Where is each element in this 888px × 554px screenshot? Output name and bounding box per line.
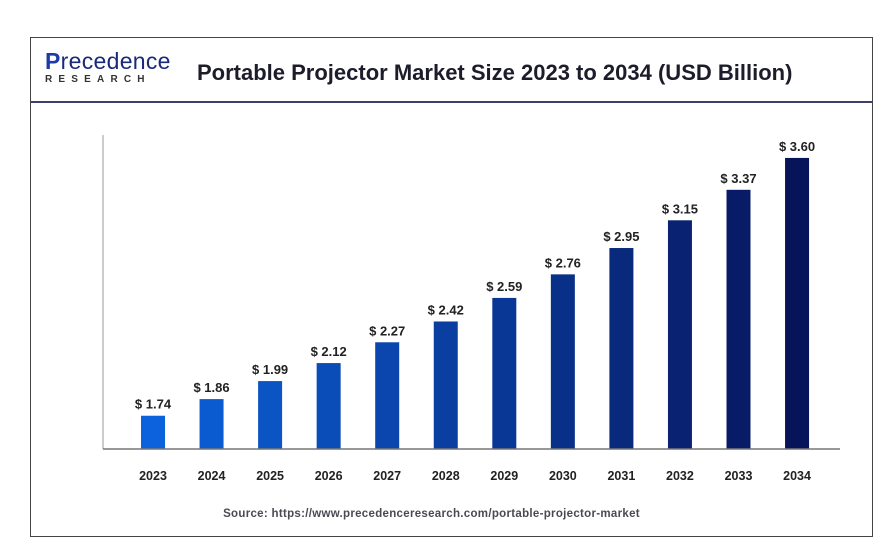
bar-2025 [258,381,283,449]
logo-sub-text: RESEARCH [45,74,151,85]
bar-2023 [141,415,165,449]
data-label-2032: $ 3.15 [662,201,698,216]
x-tick-label-2029: 2029 [490,469,518,483]
bar-2030 [550,274,575,449]
x-tick-label-2032: 2032 [666,469,694,483]
logo-initial: P [45,48,61,74]
logo-main-text: recedence [60,48,171,74]
data-label-2025: $ 1.99 [252,362,288,377]
x-tick-label-2030: 2030 [549,469,577,483]
bar-2033 [726,189,751,449]
data-label-2024: $ 1.86 [193,380,229,395]
chart-title: Portable Projector Market Size 2023 to 2… [197,60,793,85]
data-label-2031: $ 2.95 [603,229,639,244]
bar-2031 [609,248,634,449]
x-tick-label-2034: 2034 [783,469,811,483]
data-label-2026: $ 2.12 [311,344,347,359]
x-tick-label-2033: 2033 [725,469,753,483]
x-tick-label-2024: 2024 [198,469,226,483]
x-tick-label-2031: 2031 [607,469,635,483]
x-tick-label-2028: 2028 [432,469,460,483]
bar-2027 [375,342,400,449]
data-label-2027: $ 2.27 [369,323,405,338]
data-label-2033: $ 3.37 [720,171,756,186]
data-label-2023: $ 1.74 [135,397,172,412]
x-tick-label-2025: 2025 [256,469,284,483]
x-tick-label-2026: 2026 [315,469,343,483]
data-label-2030: $ 2.76 [545,255,581,270]
data-label-2034: $ 3.60 [779,139,815,154]
bar-2024 [199,399,224,449]
bar-2026 [316,363,341,449]
chart-header: Precedence RESEARCH Portable Projector M… [31,38,872,103]
bar-2032 [667,220,692,449]
x-tick-label-2023: 2023 [139,469,167,483]
data-label-2028: $ 2.42 [428,302,464,317]
data-label-2029: $ 2.59 [486,279,522,294]
source-note: Source: https://www.precedenceresearch.c… [223,508,640,520]
bar-2028 [433,321,458,449]
precedence-research-logo: Precedence RESEARCH [45,48,171,86]
bar-2034 [785,157,810,449]
bar-2029 [492,297,517,449]
x-tick-label-2027: 2027 [373,469,401,483]
